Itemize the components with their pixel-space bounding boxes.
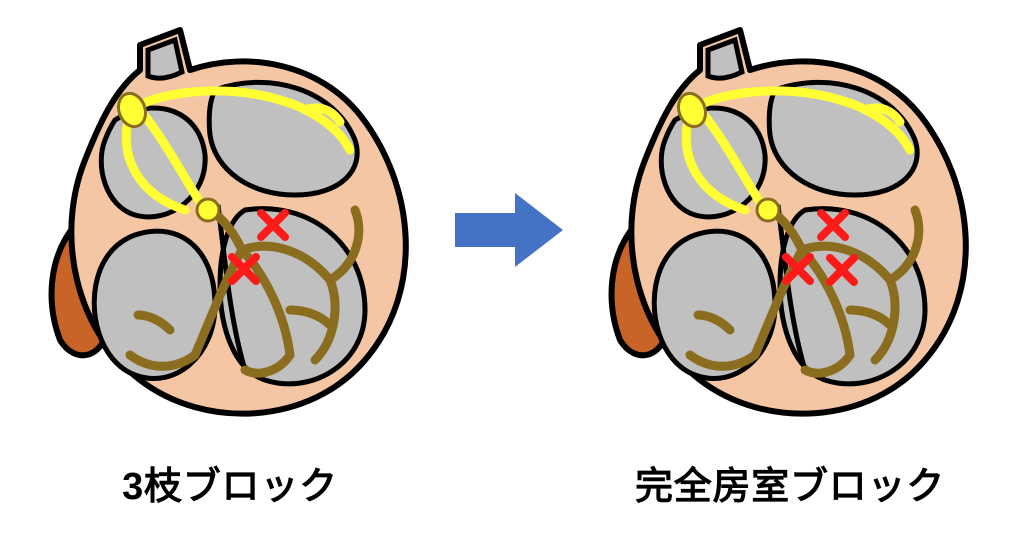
arrow-icon [455, 185, 565, 275]
av-node [197, 199, 219, 221]
heart-diagram-right [580, 10, 1000, 430]
heart-svg-left [20, 10, 440, 430]
heart-diagram-left [20, 10, 440, 430]
av-node [757, 199, 779, 221]
progression-arrow [455, 185, 565, 275]
caption-right: 完全房室ブロック [580, 455, 1000, 510]
vessel-lumen [148, 40, 182, 78]
vessel-lumen [708, 40, 742, 78]
caption-left: 3枝ブロック [20, 455, 440, 510]
heart-svg-right [580, 10, 1000, 430]
diagram-stage: 3枝ブロック 完全房室ブロック [0, 0, 1024, 539]
